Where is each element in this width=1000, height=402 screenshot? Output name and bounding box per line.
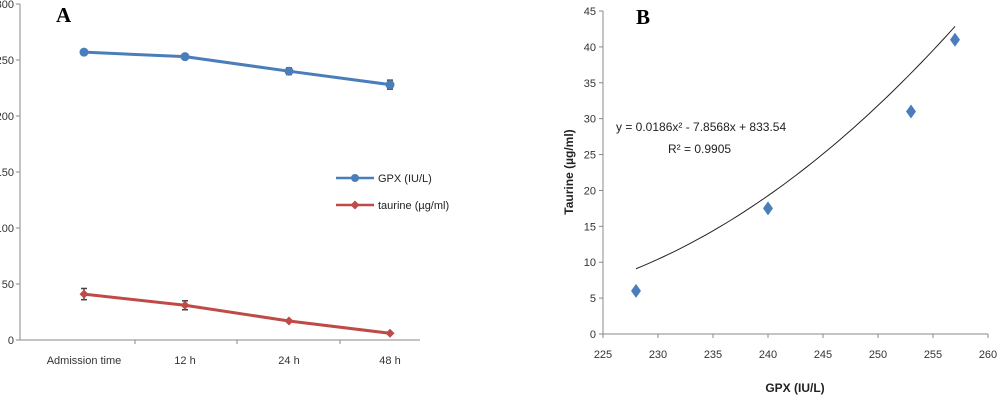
chart-b-y-tick-label: 5 — [590, 293, 596, 305]
chart-a-point-taurine — [79, 289, 89, 299]
chart-a-series-line — [83, 50, 391, 87]
chart-a-point-taurine — [180, 300, 190, 310]
chart-b-point — [906, 104, 916, 119]
r-squared-label: R² = 0.9905 — [668, 142, 731, 156]
trendline-equation: y = 0.0186x² - 7.8568x + 833.54 — [616, 120, 786, 134]
chart-a-point-gpx — [180, 52, 190, 62]
chart-b-y-tick-label: 35 — [584, 78, 596, 90]
chart-a-point-gpx — [385, 80, 395, 90]
chart-b-y-ticks: 0 5 10 15 20 25 30 35 40 45 — [584, 6, 603, 341]
chart-b-x-tick-label: 250 — [869, 349, 887, 361]
legend-label-gpx: GPX (IU/L) — [378, 173, 432, 185]
chart-b-x-ticks: 225 230 235 240 245 250 255 260 — [594, 334, 997, 361]
chart-b-x-axis-title: GPX (IU/L) — [765, 381, 824, 395]
chart-a-y-tick-label: 0 — [8, 335, 14, 347]
chart-a-x-ticks: Admission time 12 h 24 h 48 h — [47, 340, 401, 367]
chart-a-x-tick-label: 24 h — [278, 355, 299, 367]
chart-a-y-tick-label: 150 — [0, 167, 14, 179]
chart-b-y-tick-label: 45 — [584, 6, 596, 18]
legend-label-taurine: taurine (µg/ml) — [378, 200, 449, 212]
chart-a-y-tick-label: 100 — [0, 223, 14, 235]
chart-a-series-line — [83, 292, 391, 335]
chart-a-series — [79, 47, 395, 338]
chart-b-trendline — [635, 26, 956, 270]
chart-b-y-axis-title: Taurine (µg/ml) — [562, 129, 576, 214]
chart-a-x-tick-label: 48 h — [379, 355, 400, 367]
chart-a-y-ticks: 0 50 100 150 200 250 300 — [0, 0, 20, 347]
chart-b-point — [950, 32, 960, 47]
chart-b-x-tick-label: 240 — [759, 349, 777, 361]
chart-b-y-tick-label: 20 — [584, 185, 596, 197]
chart-a-legend: GPX (IU/L) taurine (µg/ml) — [336, 173, 449, 212]
chart-b-point — [763, 201, 773, 216]
chart-b-y-tick-label: 30 — [584, 114, 596, 126]
chart-a-point-taurine — [385, 328, 395, 338]
chart-b-x-tick-label: 245 — [814, 349, 832, 361]
chart-b-x-tick-label: 225 — [594, 349, 612, 361]
chart-b-points — [631, 32, 960, 298]
chart-b-x-tick-label: 230 — [649, 349, 667, 361]
chart-b-x-tick-label: 260 — [979, 349, 997, 361]
chart-a-point-taurine — [284, 316, 294, 326]
chart-a-y-tick-label: 200 — [0, 111, 14, 123]
chart-b-y-tick-label: 0 — [590, 329, 596, 341]
chart-b-y-tick-label: 15 — [584, 221, 596, 233]
chart-b-y-tick-label: 25 — [584, 150, 596, 162]
panel-label-a: A — [56, 3, 72, 27]
chart-a-x-tick-label: Admission time — [47, 355, 122, 367]
legend-marker-taurine — [350, 200, 360, 210]
chart-b-x-tick-label: 235 — [704, 349, 722, 361]
chart-a-point-gpx — [284, 66, 294, 76]
chart-a-y-tick-label: 300 — [0, 0, 14, 11]
chart-b-y-tick-label: 10 — [584, 257, 596, 269]
panel-label-b: B — [636, 5, 650, 29]
chart-b-y-tick-label: 40 — [584, 42, 596, 54]
legend-marker-gpx — [351, 174, 359, 182]
chart-a-y-tick-label: 50 — [2, 279, 14, 291]
chart-a-x-tick-label: 12 h — [174, 355, 195, 367]
chart-b-point — [631, 283, 641, 298]
chart-a-point-gpx — [79, 47, 89, 57]
chart-a: A 0 50 100 150 200 250 300 Admission time 12 h 2… — [0, 0, 449, 367]
chart-b-x-tick-label: 255 — [924, 349, 942, 361]
chart-a-y-tick-label: 250 — [0, 55, 14, 67]
